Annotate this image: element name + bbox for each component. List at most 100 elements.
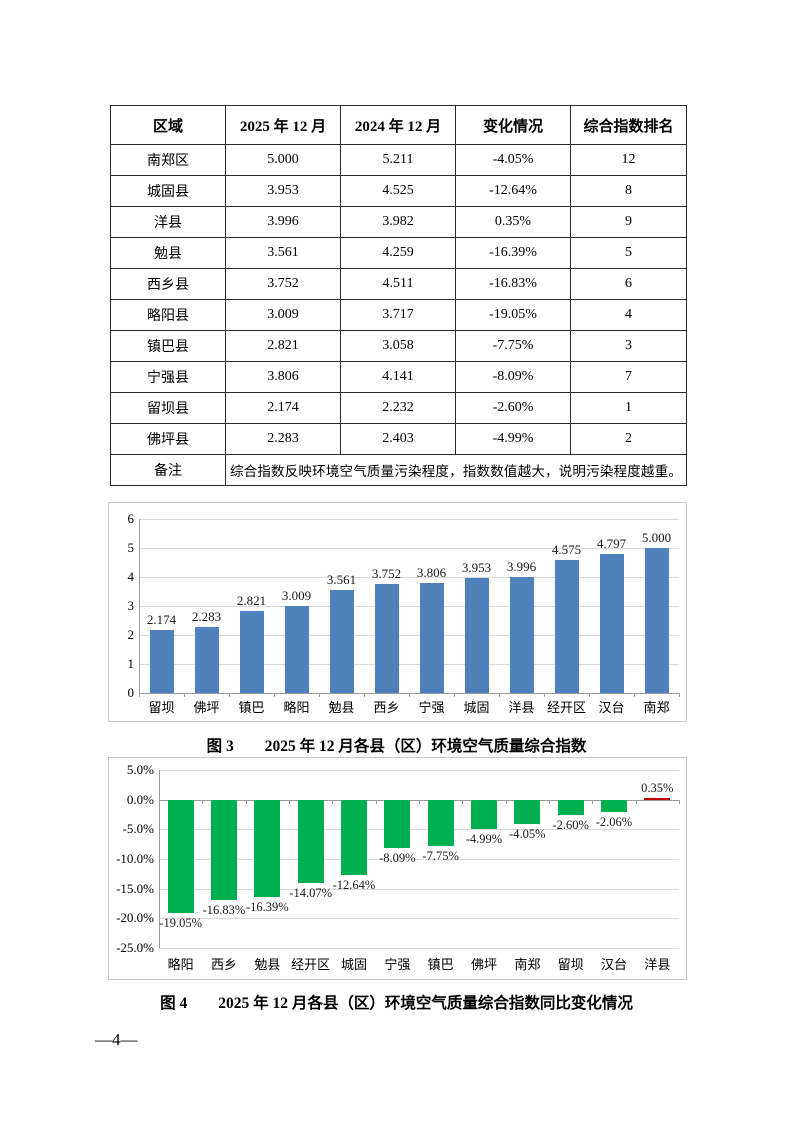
table-cell: 7: [570, 361, 687, 393]
bar: [297, 799, 324, 884]
table-cell: -8.09%: [455, 361, 571, 393]
bar-value-label: 3.953: [461, 560, 492, 576]
region-cell: 西乡县: [110, 268, 226, 300]
table-header-cell: 综合指数排名: [570, 105, 687, 145]
x-axis-category-label: 经开区: [291, 957, 331, 972]
table-cell: 3.561: [225, 237, 341, 269]
bar-value-label: 2.821: [236, 593, 267, 609]
table-cell: 5.000: [225, 144, 341, 176]
table-row: 镇巴县 2.821 3.058 -7.75% 3: [110, 330, 687, 362]
table-row: 南郑区 5.000 5.211 -4.05% 12: [110, 144, 687, 176]
y-axis-tick-label: 0: [127, 685, 135, 700]
region-cell: 勉县: [110, 237, 226, 269]
bar: [329, 589, 354, 693]
table-cell: 9: [570, 206, 687, 238]
region-cell: 留坝县: [110, 392, 226, 424]
bar-value-label: 2.283: [191, 608, 222, 624]
y-axis-tick-label: 5.0%: [126, 762, 154, 777]
table-cell: 4.259: [340, 237, 456, 269]
table-row: 佛坪县 2.283 2.403 -4.99% 2: [110, 423, 687, 455]
bar-value-label: 3.996: [506, 559, 537, 575]
table-cell: -2.60%: [455, 392, 571, 424]
table-cell: 3.982: [340, 206, 456, 238]
y-axis-tick-label: 4: [127, 569, 135, 584]
bar: [644, 797, 671, 800]
gridline: [139, 548, 679, 549]
fig4-yoy-change-bar-chart: 5.0% 0.0% -5.0% -10.0% -15.0% -20.0% -25.0% -19…: [108, 757, 687, 980]
x-axis-category-label: 汉台: [598, 700, 625, 715]
x-axis-category-label: 洋县: [508, 700, 535, 715]
bar-value-label: 0.35%: [641, 780, 674, 795]
table-cell: -16.83%: [455, 268, 571, 300]
x-axis-category-label: 经开区: [546, 700, 586, 715]
region-cell: 镇巴县: [110, 330, 226, 362]
x-axis-category-label: 城固: [463, 700, 490, 715]
y-axis-line: [139, 519, 140, 693]
table-cell: 4.525: [340, 175, 456, 207]
x-axis-category-label: 西乡: [210, 957, 237, 972]
table-cell: -16.39%: [455, 237, 571, 269]
table-cell: 2.174: [225, 392, 341, 424]
y-axis-tick-label: 6: [127, 511, 135, 526]
bar-value-label: -8.09%: [379, 850, 416, 865]
axis-tick: [635, 799, 637, 804]
table-header-cell: 区域: [110, 105, 226, 145]
gridline: [159, 770, 679, 771]
bar: [464, 578, 489, 693]
x-axis-category-label: 洋县: [644, 957, 671, 972]
bar: [239, 611, 264, 693]
axis-tick: [184, 693, 185, 697]
table-cell: 4.511: [340, 268, 456, 300]
x-axis-category-label: 勉县: [328, 700, 355, 715]
table-body: 南郑区 5.000 5.211 -4.05% 12 城固县 3.953 4.525 -12.64…: [110, 144, 687, 486]
table-cell: 0.35%: [455, 206, 571, 238]
bar: [509, 577, 534, 693]
x-axis-category-label: 略阳: [283, 700, 310, 715]
axis-tick: [589, 693, 590, 697]
axis-tick: [289, 799, 290, 804]
table-header-cell: 2024 年 12 月: [340, 105, 456, 145]
x-axis-category-label: 佛坪: [470, 957, 497, 972]
bar: [374, 584, 399, 693]
bar-value-label: 3.752: [371, 566, 402, 582]
remark-row: 备注 综合指数反映环境空气质量污染程度，指数数值越大，说明污染程度越重。: [110, 454, 687, 486]
table-cell: -4.05%: [455, 144, 571, 176]
table-cell: 2: [570, 423, 687, 455]
region-cell: 城固县: [110, 175, 226, 207]
bar-value-label: -12.64%: [332, 877, 376, 892]
table-cell: 3.717: [340, 299, 456, 331]
table-cell: 3.009: [225, 299, 341, 331]
fig3-composite-index-bar-chart: 6 5 4 3 2 1 0 2.174 留坝 2.283 佛坪 2.821 镇巴 3.009 略阳 3.561…: [108, 502, 687, 722]
y-axis-tick-label: 3: [127, 598, 135, 613]
table-cell: 5.211: [340, 144, 456, 176]
bar-value-label: 5.000: [641, 530, 672, 545]
y-axis-tick-label: -20.0%: [116, 910, 154, 926]
bar-value-label: 4.797: [596, 535, 627, 551]
table-cell: 3.752: [225, 268, 341, 300]
axis-tick: [592, 799, 594, 804]
table-row: 勉县 3.561 4.259 -16.39% 5: [110, 237, 687, 269]
y-axis-line: [159, 770, 160, 948]
bar-value-label: -4.05%: [509, 826, 546, 841]
table-cell: 2.232: [340, 392, 456, 424]
bar: [471, 799, 497, 830]
table-cell: 4.141: [340, 361, 456, 393]
x-axis-category-label: 南郑: [643, 700, 670, 715]
axis-tick: [332, 799, 334, 804]
axis-tick: [679, 799, 680, 804]
bar: [419, 582, 444, 693]
axis-tick: [319, 693, 320, 697]
table-header-cell: 变化情况: [455, 105, 571, 145]
region-cell: 南郑区: [110, 144, 226, 176]
axis-tick: [274, 693, 275, 697]
x-axis-category-label: 宁强: [384, 957, 411, 972]
bar-value-label: 3.561: [326, 571, 357, 587]
table-row: 城固县 3.953 4.525 -12.64% 8: [110, 175, 687, 207]
bar: [557, 799, 584, 816]
table-cell: 12: [570, 144, 687, 176]
table-cell: 3.058: [340, 330, 456, 362]
x-axis-category-label: 南郑: [514, 957, 541, 972]
axis-tick: [505, 799, 507, 804]
bar-value-label: -4.99%: [465, 832, 503, 847]
